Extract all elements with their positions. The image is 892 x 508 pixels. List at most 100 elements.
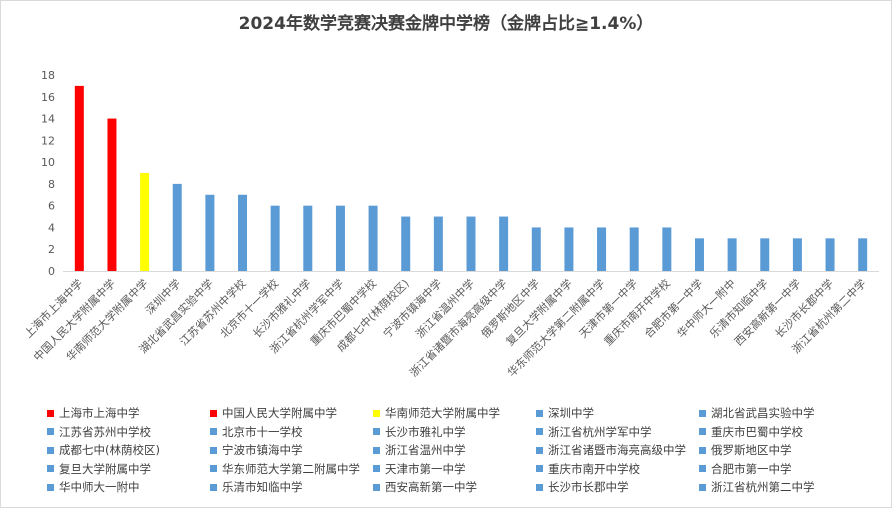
legend-swatch <box>373 483 380 491</box>
y-tick-label: 12 <box>41 134 55 147</box>
bar <box>662 227 672 271</box>
legend-swatch <box>699 428 706 436</box>
bar <box>499 216 509 271</box>
chart-title: 2024年数学竞赛决赛金牌中学榜（金牌占比≧1.4%） <box>238 14 654 34</box>
legend-swatch <box>47 465 54 473</box>
bar <box>760 238 770 271</box>
x-tick-label: 天津市第一中学 <box>576 276 640 340</box>
y-tick-label: 14 <box>41 113 55 126</box>
legend-label: 上海市上海中学 <box>59 406 140 421</box>
legend-label: 浙江省温州中学 <box>385 443 466 458</box>
legend-item: 江苏省苏州中学校 <box>47 423 207 442</box>
legend-label: 合肥市第一中学 <box>711 461 792 476</box>
legend-item: 华中师大一附中 <box>47 478 207 497</box>
legend-swatch <box>373 446 380 454</box>
legend-item: 合肥市第一中学 <box>699 460 859 479</box>
legend-item: 乐清市知临中学 <box>210 478 370 497</box>
legend-label: 浙江省杭州第二中学 <box>711 480 815 495</box>
legend-item: 宁波市镇海中学 <box>210 441 370 460</box>
legend-swatch <box>47 428 54 436</box>
legend-swatch <box>536 465 543 473</box>
legend-label: 长沙市长郡中学 <box>548 480 629 495</box>
legend-item: 华南师范大学附属中学 <box>373 404 533 423</box>
legend-item: 天津市第一中学 <box>373 460 533 479</box>
legend-swatch <box>210 409 217 417</box>
legend-label: 中国人民大学附属中学 <box>222 406 337 421</box>
legend-swatch <box>210 428 217 436</box>
bar <box>270 205 280 271</box>
legend-swatch <box>373 465 380 473</box>
x-tick-label: 俄罗斯地区中学 <box>478 276 542 340</box>
bar <box>368 205 378 271</box>
bar <box>303 205 313 271</box>
bar <box>858 238 868 271</box>
bar <box>107 118 117 271</box>
legend-swatch <box>373 409 380 417</box>
y-tick-label: 18 <box>41 69 55 82</box>
legend-swatch <box>699 483 706 491</box>
y-tick-label: 16 <box>41 91 55 104</box>
bar <box>694 238 704 271</box>
bar <box>564 227 574 271</box>
legend-swatch <box>210 465 217 473</box>
x-tick-label: 浙江省温州中学 <box>413 276 477 340</box>
legend-label: 俄罗斯地区中学 <box>711 443 792 458</box>
legend-label: 乐清市知临中学 <box>222 480 303 495</box>
legend-label: 重庆市巴蜀中学校 <box>711 424 803 439</box>
legend-swatch <box>210 483 217 491</box>
legend-swatch <box>47 483 54 491</box>
legend-label: 深圳中学 <box>548 406 594 421</box>
legend-item: 华东师范大学第二附属中学 <box>210 460 370 479</box>
legend-label: 华东师范大学第二附属中学 <box>222 461 360 476</box>
legend-item: 深圳中学 <box>536 404 696 423</box>
bar <box>238 194 248 271</box>
x-tick-label: 北京市十一学校 <box>217 276 281 340</box>
legend-item: 重庆市巴蜀中学校 <box>699 423 859 442</box>
legend-label: 浙江省诸暨市海亮高级中学 <box>548 443 686 458</box>
legend-item: 北京市十一学校 <box>210 423 370 442</box>
bar <box>597 227 607 271</box>
legend-label: 复旦大学附属中学 <box>59 461 151 476</box>
x-tick-label: 宁波市镇海中学 <box>380 276 444 340</box>
y-tick-label: 0 <box>48 265 55 278</box>
legend-label: 江苏省苏州中学校 <box>59 424 151 439</box>
bar <box>172 183 182 271</box>
legend-item: 浙江省杭州学军中学 <box>536 423 696 442</box>
legend-label: 西安高新第一中学 <box>385 480 477 495</box>
y-tick-label: 2 <box>48 243 55 256</box>
legend-label: 北京市十一学校 <box>222 424 303 439</box>
legend: 上海市上海中学 中国人民大学附属中学 华南师范大学附属中学 深圳中学 湖北省武昌实验中学… <box>47 404 877 497</box>
x-tick-label: 上海市上海中学 <box>21 276 85 340</box>
legend-item: 浙江省诸暨市海亮高级中学 <box>536 441 696 460</box>
y-tick-label: 6 <box>48 200 55 213</box>
legend-item: 湖北省武昌实验中学 <box>699 404 859 423</box>
legend-item: 上海市上海中学 <box>47 404 207 423</box>
bar <box>401 216 411 271</box>
legend-item: 重庆市南开中学校 <box>536 460 696 479</box>
legend-swatch <box>699 446 706 454</box>
x-tick-label: 合肥市第一中学 <box>641 276 705 340</box>
x-tick-label: 长沙市长郡中学 <box>772 276 836 340</box>
legend-label: 浙江省杭州学军中学 <box>548 424 652 439</box>
legend-swatch <box>536 428 543 436</box>
legend-label: 华南师范大学附属中学 <box>385 406 500 421</box>
bar <box>531 227 541 271</box>
bar <box>74 85 84 271</box>
legend-swatch <box>47 446 54 454</box>
legend-label: 天津市第一中学 <box>385 461 466 476</box>
legend-item: 浙江省温州中学 <box>373 441 533 460</box>
y-tick-label: 4 <box>48 221 55 234</box>
legend-item: 西安高新第一中学 <box>373 478 533 497</box>
bar <box>205 194 215 271</box>
legend-item: 俄罗斯地区中学 <box>699 441 859 460</box>
bar <box>825 238 835 271</box>
y-tick-label: 8 <box>48 178 55 191</box>
legend-swatch <box>373 428 380 436</box>
bar <box>792 238 802 271</box>
legend-label: 长沙市雅礼中学 <box>385 424 466 439</box>
legend-label: 湖北省武昌实验中学 <box>711 406 815 421</box>
bar <box>727 238 737 271</box>
legend-label: 成都七中(林荫校区) <box>59 443 160 458</box>
legend-swatch <box>536 483 543 491</box>
